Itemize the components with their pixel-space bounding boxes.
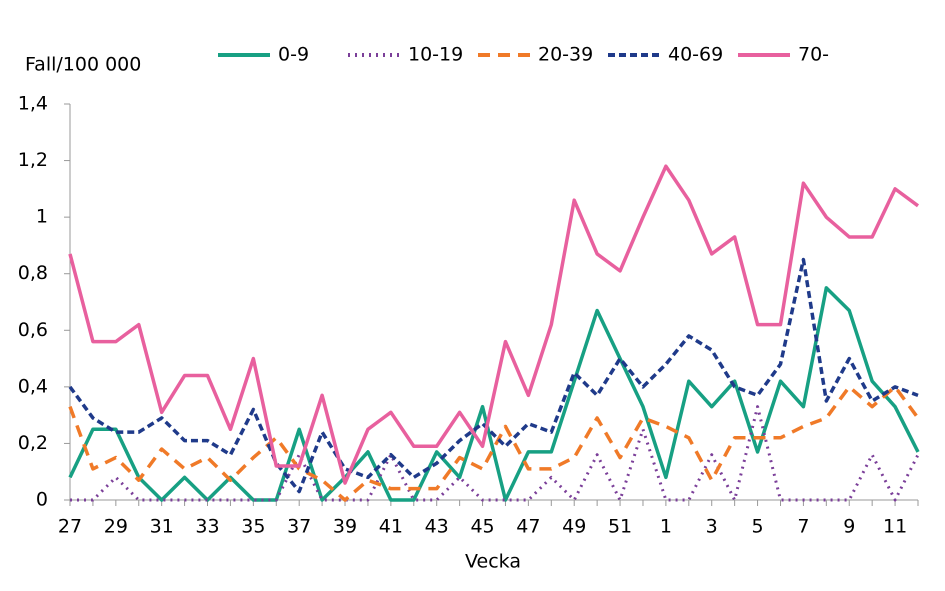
series-line <box>68 385 920 502</box>
x-tick-label: 7 <box>797 516 809 538</box>
y-tick-label: 0,4 <box>18 375 48 397</box>
legend-label: 40-69 <box>668 44 723 66</box>
series-line <box>68 257 919 494</box>
x-tick-label: 31 <box>150 516 174 538</box>
x-tick-label: 47 <box>516 516 540 538</box>
legend-label: 0-9 <box>278 44 309 66</box>
legend-label: 10-19 <box>408 44 463 66</box>
y-tick-label: 1,4 <box>18 93 48 115</box>
x-tick-label: 49 <box>562 516 586 538</box>
x-tick-label: 5 <box>752 516 764 538</box>
x-tick-label: 3 <box>706 516 718 538</box>
x-tick-label: 29 <box>104 516 128 538</box>
x-tick-label: 27 <box>58 516 82 538</box>
x-tick-label: 35 <box>241 516 265 538</box>
y-tick-label: 0,6 <box>18 319 48 341</box>
legend-label: 70- <box>798 44 829 66</box>
x-axis-label: Vecka <box>465 551 521 573</box>
legend-label: 20-39 <box>538 44 593 66</box>
x-tick-label: 11 <box>883 516 907 538</box>
y-tick-label: 1,2 <box>18 149 48 171</box>
x-tick-label: 9 <box>843 516 855 538</box>
x-tick-label: 39 <box>333 516 357 538</box>
x-tick-label: 51 <box>608 516 632 538</box>
x-tick-label: 43 <box>425 516 449 538</box>
x-tick-label: 41 <box>379 516 403 538</box>
x-tick-label: 45 <box>470 516 494 538</box>
x-tick-label: 37 <box>287 516 311 538</box>
series-line <box>68 164 920 485</box>
y-tick-label: 0,8 <box>18 262 48 284</box>
series-line <box>68 286 920 502</box>
x-tick-label: 1 <box>660 516 672 538</box>
y-tick-label: 1 <box>36 206 48 228</box>
y-axis-label: Fall/100 000 <box>25 54 141 76</box>
y-tick-label: 0 <box>36 489 48 511</box>
y-tick-label: 0,2 <box>18 432 48 454</box>
x-tick-label: 33 <box>195 516 219 538</box>
